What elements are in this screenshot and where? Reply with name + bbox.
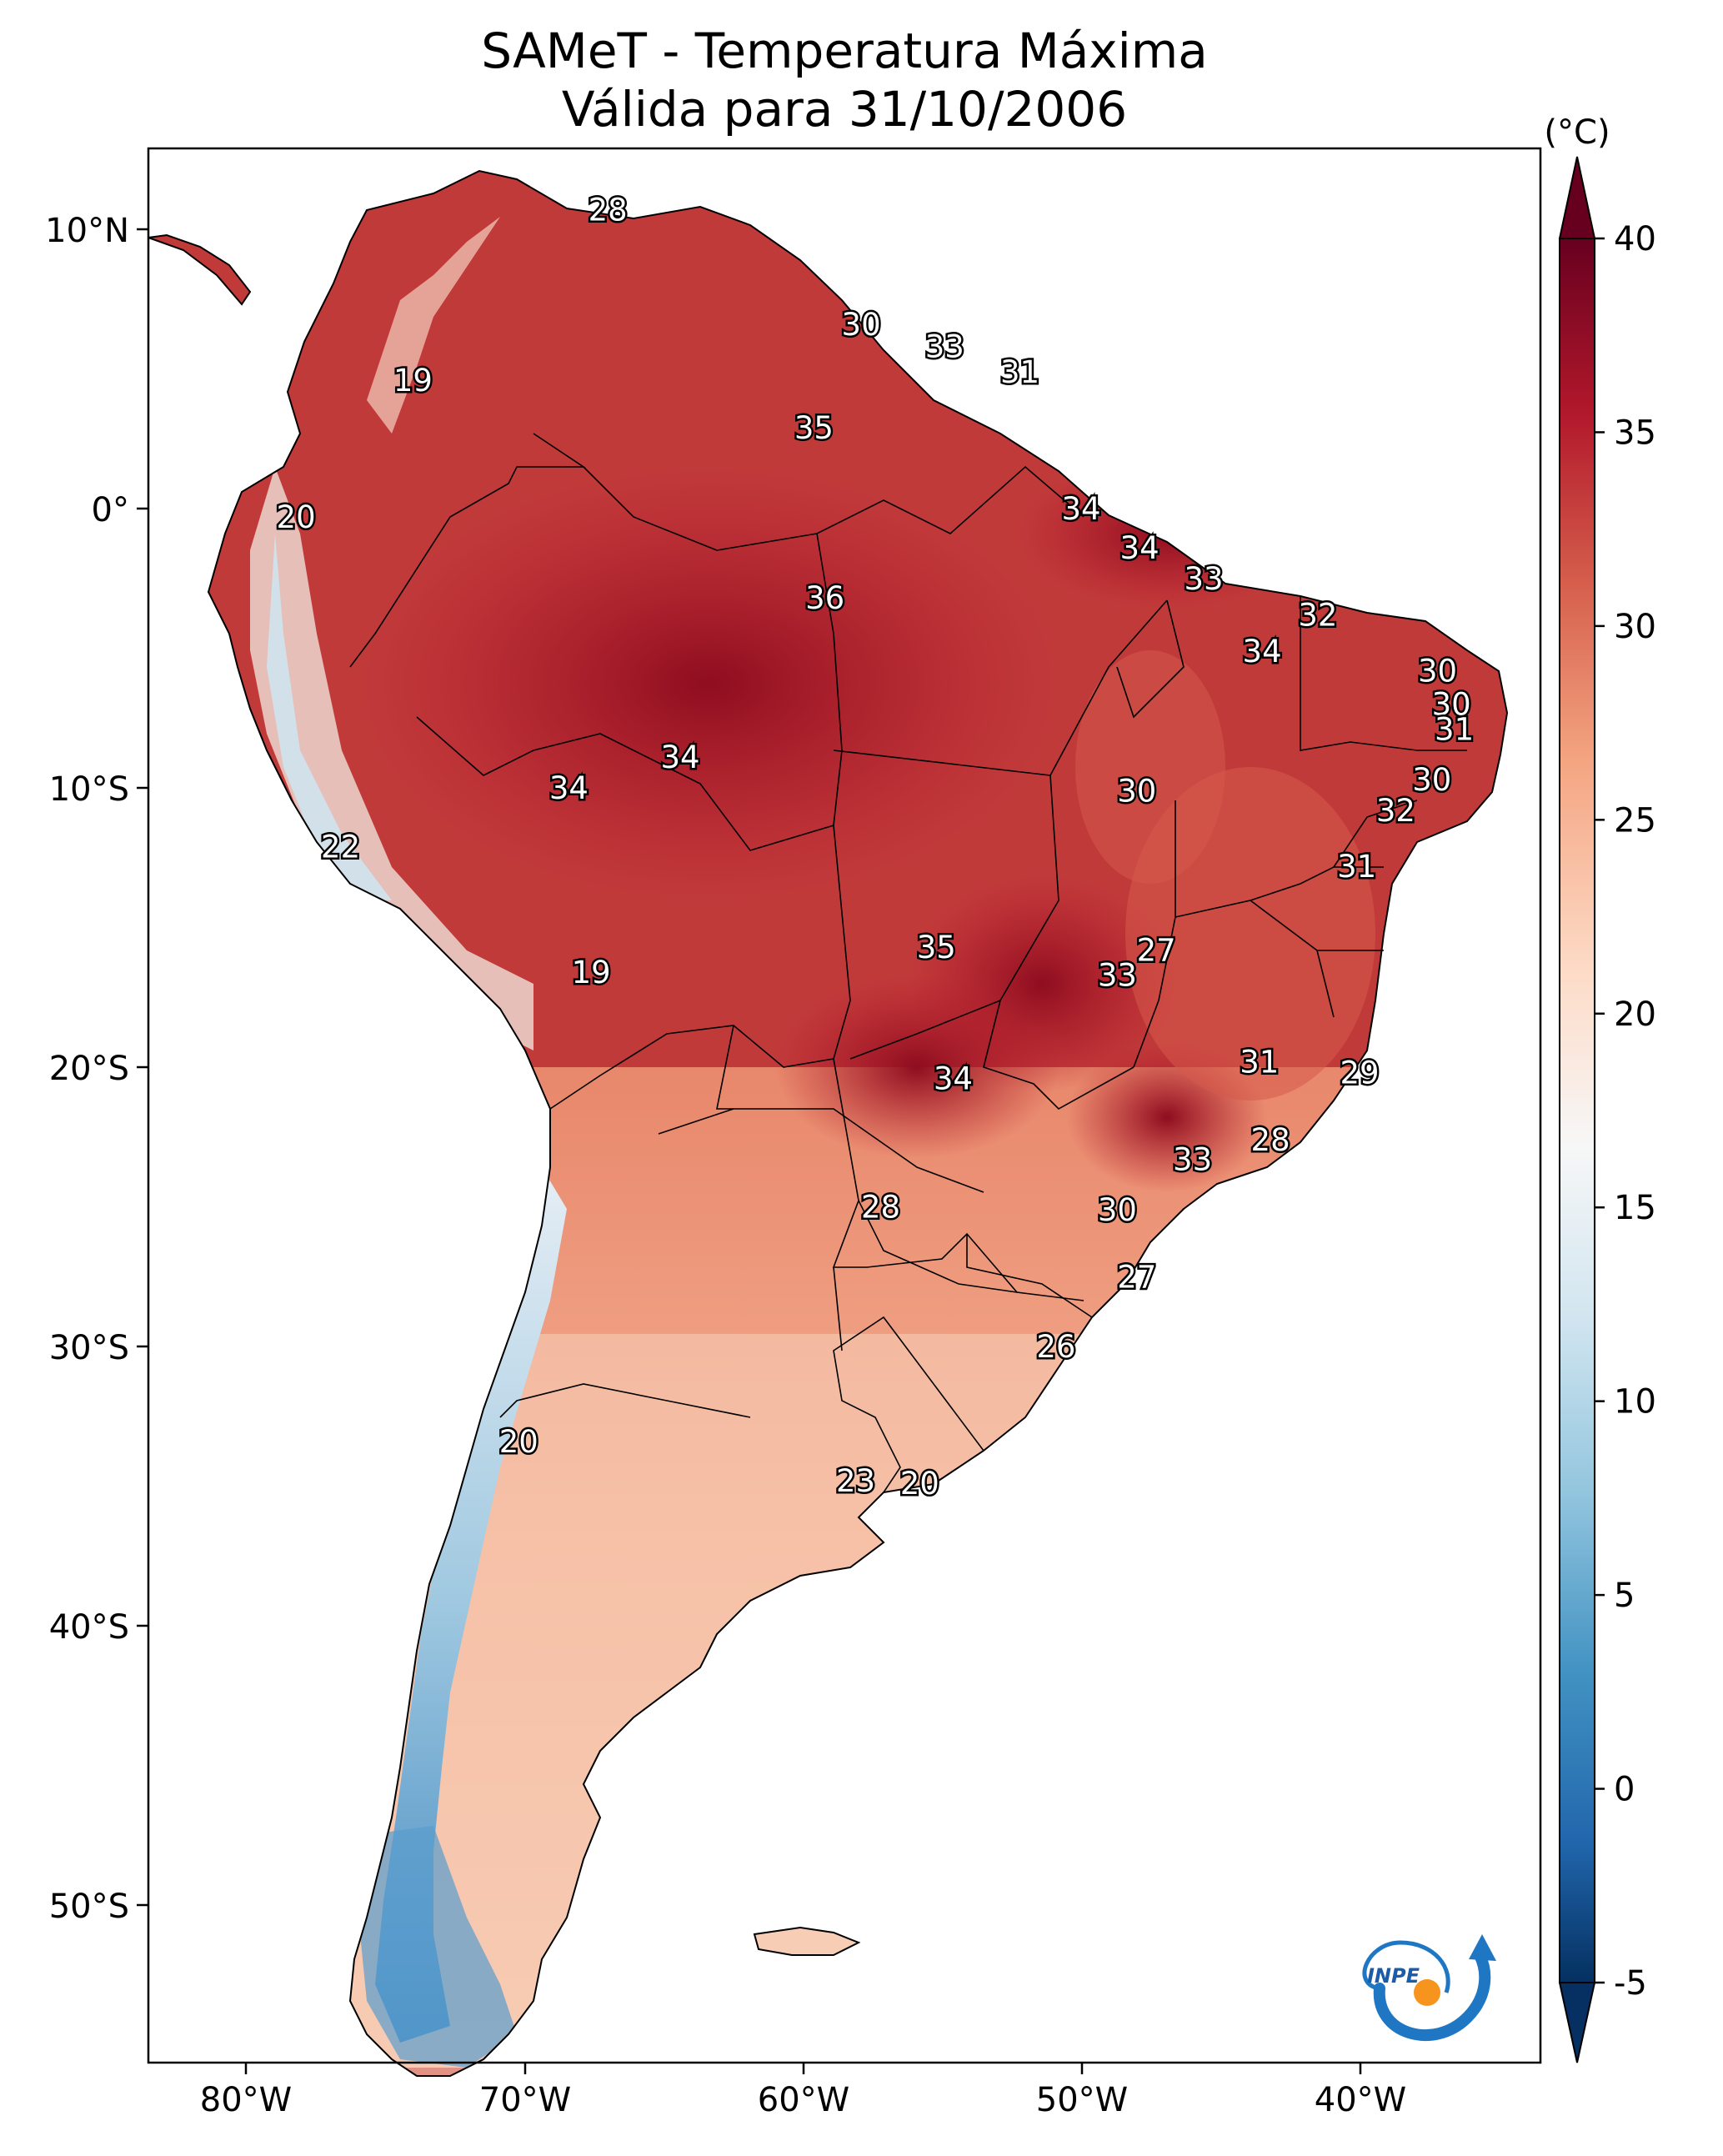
temperature-label: 31 — [1435, 712, 1474, 748]
temperature-label: 31 — [1337, 849, 1376, 885]
lat-tick-label: 0° — [92, 491, 129, 529]
colorbar-tick-label: 25 — [1614, 801, 1656, 840]
temperature-label: 27 — [1137, 932, 1176, 968]
temperature-label: 30 — [1412, 762, 1451, 798]
lon-tick-label: 70°W — [479, 2081, 571, 2119]
temperature-label: 34 — [1061, 491, 1100, 527]
colorbar-tick-label: 35 — [1614, 414, 1656, 452]
lat-tick-label: 20°S — [49, 1050, 129, 1088]
temperature-label: 19 — [393, 363, 433, 399]
inpe-logo: INPE — [1362, 1934, 1496, 2042]
temperature-label: 27 — [1117, 1259, 1156, 1295]
temperature-label: 30 — [1418, 653, 1457, 689]
colorbar-tick-label: 40 — [1614, 220, 1656, 258]
colorbar-unit-label: (°C) — [1544, 113, 1610, 152]
temperature-label: 33 — [1098, 957, 1137, 993]
colorbar-tick-label: 20 — [1614, 995, 1656, 1034]
temperature-label: 23 — [836, 1463, 875, 1499]
temperature-label: 28 — [1251, 1122, 1290, 1158]
temperature-label: 31 — [1240, 1044, 1279, 1080]
colorbar-tick-label: 5 — [1614, 1577, 1635, 1615]
colorbar: (°C) 40 35 30 25 20 15 10 5 0 -5 — [1544, 113, 1656, 2063]
temperature-label: 35 — [794, 410, 834, 446]
temperature-label: 28 — [861, 1190, 900, 1226]
colorbar-bar — [1559, 238, 1595, 1983]
temperature-label: 33 — [1184, 561, 1223, 597]
lat-tick-label: 30°S — [49, 1329, 129, 1367]
lat-tick-label: 10°S — [49, 770, 129, 809]
lat-tick-label: 50°S — [49, 1888, 129, 1926]
colorbar-tick-label: -5 — [1614, 1964, 1647, 2003]
temperature-label: 29 — [1340, 1055, 1379, 1091]
temperature-label: 30 — [1098, 1192, 1137, 1228]
temperature-label: 32 — [1376, 793, 1415, 829]
axis-ticks — [137, 228, 1362, 2074]
colorbar-top-extension — [1558, 156, 1596, 239]
lon-tick-label: 50°W — [1036, 2081, 1128, 2119]
temperature-label: 30 — [842, 307, 881, 343]
temperature-label: 35 — [917, 930, 956, 965]
lat-tick-label: 10°N — [45, 212, 129, 250]
logo-text: INPE — [1367, 1964, 1420, 1988]
logo-dot — [1414, 1979, 1440, 2006]
temperature-label: 26 — [1036, 1329, 1075, 1365]
temperature-label: 20 — [900, 1466, 939, 1502]
arrow-icon — [1469, 1934, 1496, 1961]
temperature-label: 33 — [925, 329, 964, 365]
colorbar-tick-label: 30 — [1614, 608, 1656, 646]
temperature-label: 33 — [1173, 1142, 1212, 1178]
temperature-label: 30 — [1117, 773, 1156, 809]
political-borders — [349, 433, 1467, 1493]
coastline — [207, 169, 1509, 2077]
temperature-label: 20 — [499, 1424, 538, 1460]
map-frame — [147, 147, 1542, 2064]
temperature-label: 34 — [1120, 530, 1160, 566]
latitude-axis: 10°N 0° 10°S 20°S 30°S 40°S 50°S — [45, 212, 129, 1926]
lon-tick-label: 60°W — [758, 2081, 849, 2119]
temperature-label: 20 — [277, 499, 316, 535]
colorbar-tick-label: 0 — [1614, 1771, 1635, 1809]
temperature-label: 30 — [1432, 687, 1471, 723]
temperature-label: 31 — [1000, 354, 1039, 390]
temperature-label: 34 — [549, 770, 589, 806]
map-title: SAMeT - Temperatura Máxima — [481, 23, 1208, 79]
temperature-label: 34 — [660, 740, 699, 775]
colorbar-tick-label: 15 — [1614, 1189, 1656, 1227]
temperature-label: 34 — [1243, 634, 1282, 669]
map-subtitle: Válida para 31/10/2006 — [561, 81, 1128, 138]
temperature-label: 19 — [572, 955, 611, 990]
temperature-label: 22 — [321, 829, 360, 865]
temperature-label: 36 — [805, 580, 844, 616]
lon-tick-label: 80°W — [200, 2081, 292, 2119]
colorbar-bottom-extension — [1558, 1982, 1596, 2063]
colorbar-tick-label: 10 — [1614, 1383, 1656, 1421]
lon-tick-label: 40°W — [1315, 2081, 1406, 2119]
temperature-label: 28 — [589, 193, 628, 228]
lat-tick-label: 40°S — [49, 1608, 129, 1647]
temperature-label: 34 — [934, 1060, 973, 1096]
longitude-axis: 80°W 70°W 60°W 50°W 40°W — [200, 2081, 1406, 2119]
central-america — [148, 233, 252, 306]
falkland-islands — [753, 1926, 861, 1956]
temperature-label: 32 — [1298, 597, 1337, 633]
